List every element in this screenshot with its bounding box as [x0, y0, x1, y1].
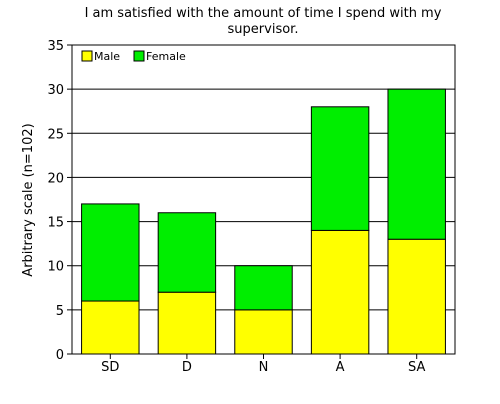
y-tick-label: 20: [47, 171, 64, 186]
bar-male-sa: [387, 238, 446, 355]
chart-title-line-2: supervisor.: [228, 22, 299, 37]
bar-male-n: [234, 309, 293, 355]
bar-male-a: [310, 229, 370, 355]
x-tick-label: N: [259, 360, 269, 375]
x-axis-ticks: SD D N A SA: [101, 354, 425, 375]
legend-label-male: Male: [94, 50, 120, 63]
bar-female-sd: [81, 203, 140, 302]
bars: [81, 88, 446, 355]
bar-female-a: [310, 106, 370, 231]
x-tick-label: SA: [408, 360, 425, 375]
y-tick-label: 10: [47, 260, 64, 275]
bar-female-n: [234, 265, 293, 311]
chart-title-line-1: I am satisfied with the amount of time I…: [85, 6, 442, 21]
legend-swatch-female: [133, 50, 145, 62]
y-axis-title: Arbitrary scale (n=102): [21, 123, 36, 276]
bar-female-sa: [387, 88, 446, 240]
bar-female-d: [157, 212, 217, 293]
legend-label-female: Female: [146, 50, 186, 63]
bar-male-d: [157, 291, 217, 355]
legend: Male Female: [81, 50, 186, 63]
x-tick-label: D: [182, 360, 192, 375]
y-tick-label: 5: [56, 304, 64, 319]
legend-swatch-male: [81, 50, 93, 62]
chart-title: I am satisfied with the amount of time I…: [85, 6, 442, 37]
y-tick-label: 15: [47, 216, 64, 231]
x-tick-label: SD: [101, 360, 119, 375]
y-tick-label: 25: [47, 127, 64, 142]
y-tick-label: 0: [56, 348, 64, 363]
x-tick-label: A: [336, 360, 345, 375]
y-axis-ticks: 0 5 10 15 20 25 30 35: [47, 39, 72, 363]
y-tick-label: 35: [47, 39, 64, 54]
bar-male-sd: [81, 300, 140, 355]
y-tick-label: 30: [47, 83, 64, 98]
